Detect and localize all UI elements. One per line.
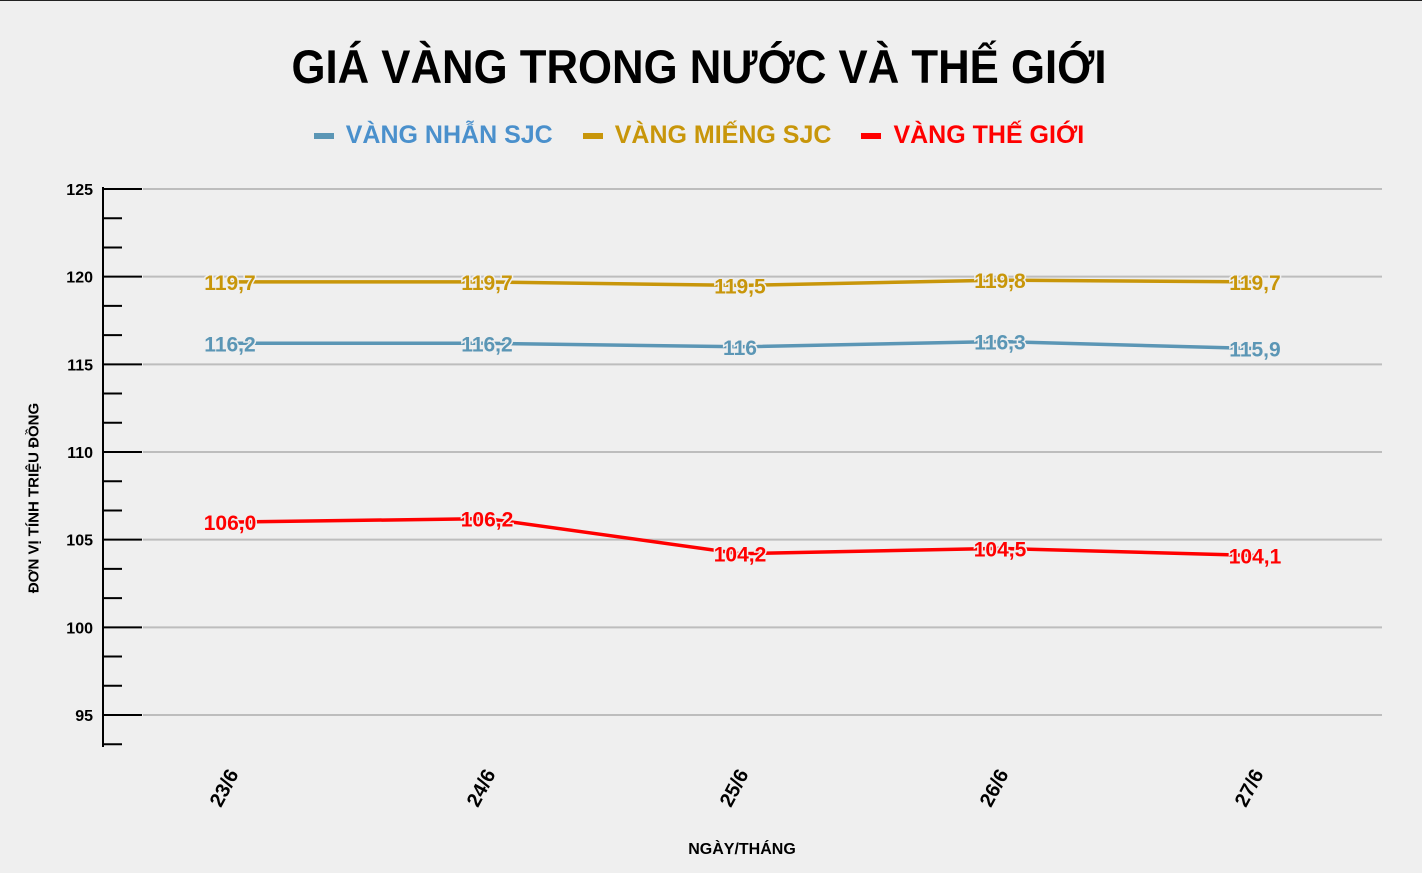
legend-label: VÀNG NHẪN SJC	[345, 121, 553, 149]
data-point-label: 104,1	[1229, 545, 1282, 568]
data-point-label: 106,0	[204, 512, 257, 535]
data-point-label: 116	[723, 337, 757, 360]
x-tick-label: 26/6	[976, 766, 1014, 811]
legend-swatch-icon	[861, 132, 882, 139]
data-point-label: 116,2	[204, 333, 255, 356]
data-point-label: 119,7	[204, 272, 255, 295]
data-point-label: 115,9	[1229, 339, 1280, 362]
series-line	[229, 516, 1256, 558]
series-line	[230, 278, 1256, 288]
y-axis-label: ĐƠN VỊ TÍNH TRIỆU ĐỒNG	[25, 402, 43, 594]
data-point-label: 116,2	[461, 333, 512, 356]
x-tick-label: 25/6	[716, 766, 754, 811]
chart-title: GIÁ VÀNG TRONG NƯỚC VÀ THẾ GIỚI	[291, 40, 1107, 93]
legend-swatch-icon	[313, 132, 334, 139]
data-series: 116,2 116,2 116 116,3 115,9 119,7 119,7 119,5 11…	[202, 269, 1283, 570]
data-point-label: 106,2	[461, 509, 514, 532]
gridlines	[143, 188, 1382, 716]
x-tick-label: 27/6	[1231, 766, 1269, 811]
y-tick-label: 125	[66, 182, 93, 199]
legend-swatch-icon	[582, 132, 603, 139]
legend-item-vang-the-gioi: VÀNG THẾ GIỚI	[861, 121, 1084, 150]
legend-item-vang-mieng: VÀNG MIẾNG SJC	[582, 121, 832, 150]
x-tick-label: 23/6	[206, 766, 244, 811]
y-axis: 95 100 105 110 115 120 125	[66, 182, 142, 747]
legend-label: VÀNG THẾ GIỚI	[893, 121, 1085, 149]
data-point-label: 104,5	[974, 538, 1027, 561]
x-axis-label: NGÀY/THÁNG	[688, 841, 796, 858]
legend-label: VÀNG MIẾNG SJC	[614, 121, 832, 149]
data-point-label: 104,2	[714, 544, 767, 567]
y-tick-label: 115	[67, 357, 93, 374]
x-axis-tick-labels: 23/6 24/6 25/6 26/6 27/6	[206, 766, 1269, 811]
data-point-label: 119,7	[1229, 272, 1280, 295]
data-point-label: 116,3	[974, 332, 1025, 355]
x-tick-label: 24/6	[463, 766, 501, 811]
y-tick-label: 110	[67, 445, 93, 462]
data-point-label: 119,7	[461, 272, 512, 295]
data-point-label: 119,5	[714, 275, 766, 298]
series-line	[230, 339, 1256, 351]
y-tick-label: 120	[66, 270, 93, 287]
y-tick-label: 105	[66, 533, 93, 550]
data-point-label: 119,8	[974, 270, 1026, 293]
y-tick-label: 95	[75, 708, 93, 725]
legend-item-vang-nhan: VÀNG NHẪN SJC	[313, 121, 553, 150]
y-tick-label: 100	[66, 620, 93, 637]
chart-legend: VÀNG NHẪN SJC VÀNG MIẾNG SJC VÀNG THẾ GI…	[0, 121, 1398, 150]
